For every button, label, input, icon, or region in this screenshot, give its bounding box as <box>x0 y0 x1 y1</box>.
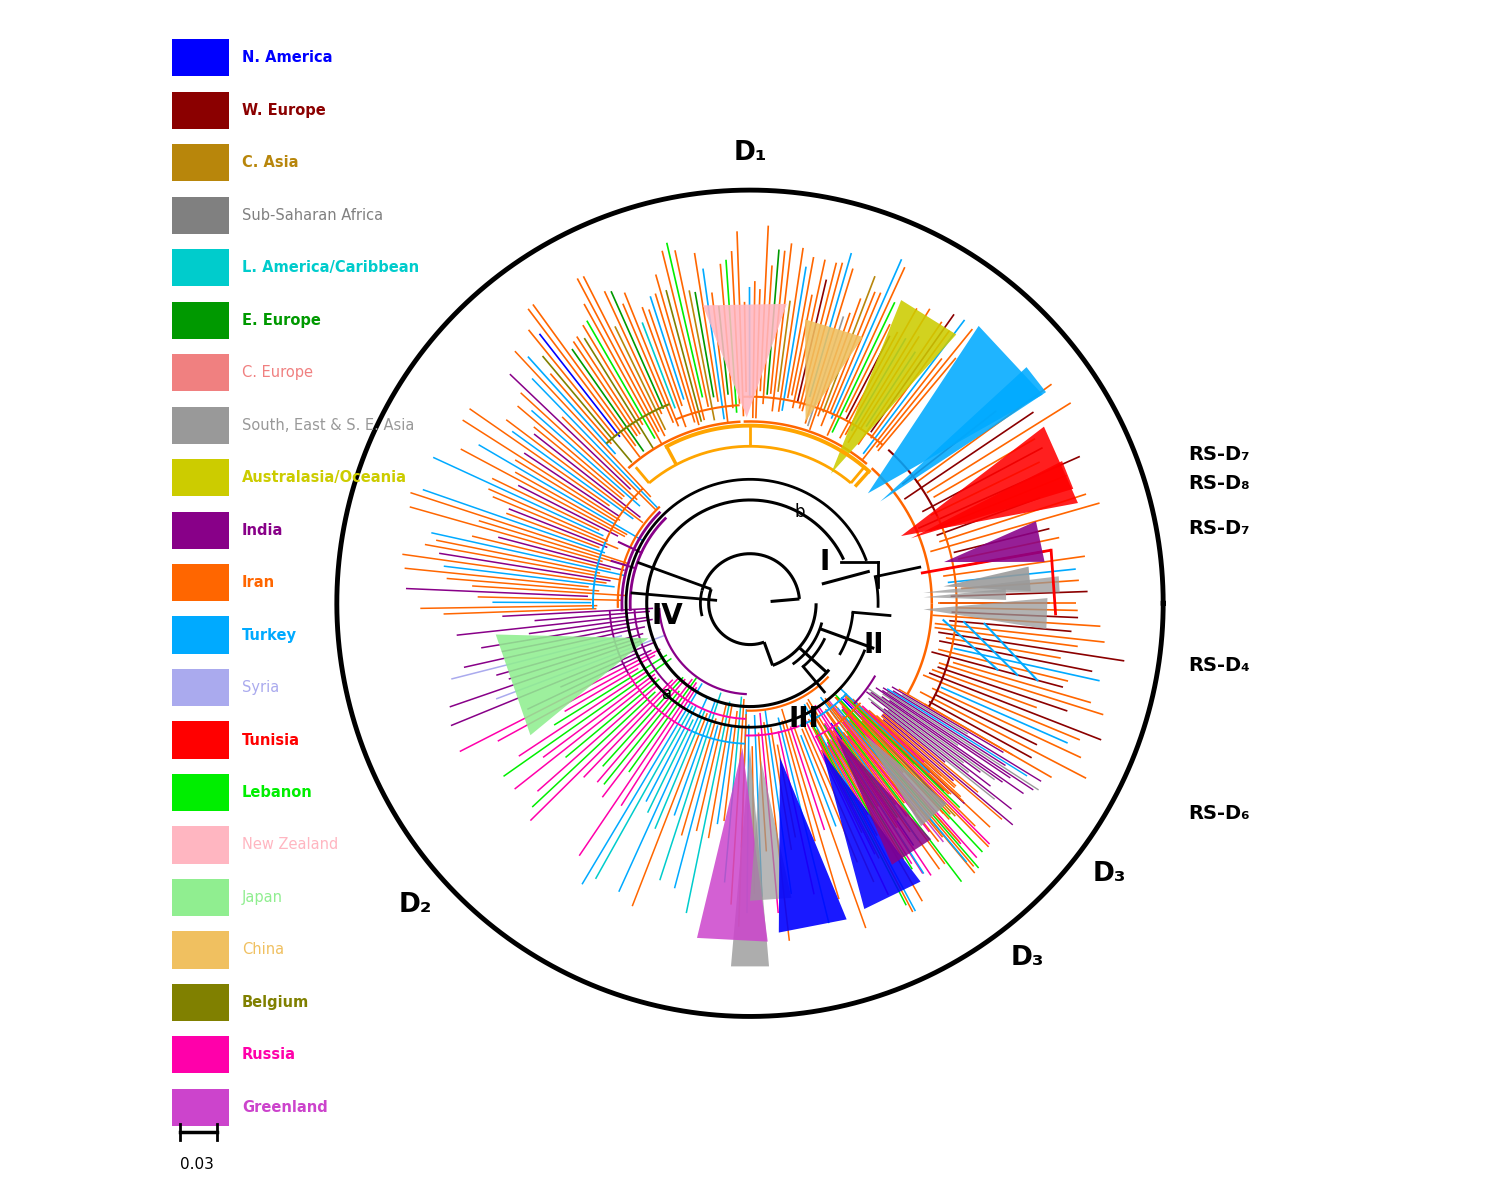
Text: b: b <box>795 504 806 521</box>
Text: Lebanon: Lebanon <box>242 785 312 800</box>
Text: D₂: D₂ <box>399 892 432 918</box>
Text: Australasia/Oceania: Australasia/Oceania <box>242 470 406 485</box>
Text: Russia: Russia <box>242 1048 296 1063</box>
FancyBboxPatch shape <box>171 617 230 653</box>
Polygon shape <box>944 521 1044 563</box>
Text: W. Europe: W. Europe <box>242 102 326 118</box>
Text: a: a <box>663 685 672 703</box>
FancyBboxPatch shape <box>171 301 230 339</box>
Polygon shape <box>864 734 946 826</box>
Text: D₃: D₃ <box>1094 862 1126 887</box>
Text: L. America/Caribbean: L. America/Caribbean <box>242 260 418 275</box>
FancyBboxPatch shape <box>171 669 230 706</box>
Text: N. America: N. America <box>242 51 333 66</box>
FancyBboxPatch shape <box>171 145 230 181</box>
FancyBboxPatch shape <box>171 1036 230 1073</box>
Text: III: III <box>789 705 819 733</box>
Text: China: China <box>242 943 284 957</box>
Polygon shape <box>880 367 1046 501</box>
Text: New Zealand: New Zealand <box>242 838 338 852</box>
Polygon shape <box>902 426 1078 536</box>
Polygon shape <box>924 598 1047 630</box>
FancyBboxPatch shape <box>171 459 230 497</box>
Polygon shape <box>836 734 932 865</box>
Text: D₃: D₃ <box>1011 945 1044 971</box>
FancyBboxPatch shape <box>171 722 230 759</box>
Text: India: India <box>242 523 284 538</box>
Text: IV: IV <box>651 601 682 630</box>
Text: RS-D₆: RS-D₆ <box>1188 805 1250 824</box>
Text: Japan: Japan <box>242 890 284 905</box>
FancyBboxPatch shape <box>171 1089 230 1126</box>
Text: I: I <box>819 548 830 576</box>
Polygon shape <box>822 752 921 909</box>
FancyBboxPatch shape <box>171 92 230 129</box>
Text: C. Europe: C. Europe <box>242 365 314 380</box>
Polygon shape <box>750 760 792 900</box>
Text: Greenland: Greenland <box>242 1099 327 1115</box>
Text: Syria: Syria <box>242 680 279 696</box>
Text: South, East & S. E. Asia: South, East & S. E. Asia <box>242 418 414 433</box>
Text: 0.03: 0.03 <box>180 1157 213 1172</box>
Text: Iran: Iran <box>242 576 274 590</box>
Text: Sub-Saharan Africa: Sub-Saharan Africa <box>242 208 382 222</box>
Text: II: II <box>864 631 883 659</box>
Polygon shape <box>698 747 768 942</box>
Polygon shape <box>922 577 1059 593</box>
FancyBboxPatch shape <box>171 879 230 916</box>
Polygon shape <box>868 326 1042 493</box>
FancyBboxPatch shape <box>171 931 230 969</box>
Polygon shape <box>910 461 1074 538</box>
Text: D₁: D₁ <box>734 140 766 166</box>
FancyBboxPatch shape <box>171 250 230 286</box>
Text: RS-D₇: RS-D₇ <box>1188 519 1250 538</box>
Polygon shape <box>944 566 1030 591</box>
Text: RS-D₈: RS-D₈ <box>1188 474 1250 493</box>
FancyBboxPatch shape <box>171 39 230 77</box>
Text: Belgium: Belgium <box>242 995 309 1010</box>
Polygon shape <box>704 304 788 418</box>
Polygon shape <box>730 747 770 966</box>
FancyBboxPatch shape <box>171 512 230 548</box>
FancyBboxPatch shape <box>171 354 230 391</box>
Polygon shape <box>778 758 846 932</box>
FancyBboxPatch shape <box>171 826 230 864</box>
FancyBboxPatch shape <box>171 984 230 1020</box>
Polygon shape <box>495 634 648 736</box>
Text: Tunisia: Tunisia <box>242 732 300 747</box>
Text: Turkey: Turkey <box>242 627 297 643</box>
FancyBboxPatch shape <box>171 564 230 601</box>
Polygon shape <box>806 319 862 421</box>
FancyBboxPatch shape <box>171 774 230 811</box>
Text: C. Asia: C. Asia <box>242 155 298 171</box>
Polygon shape <box>924 588 1007 600</box>
Text: RS-D₇: RS-D₇ <box>1188 445 1250 464</box>
Text: RS-D₄: RS-D₄ <box>1188 656 1250 674</box>
Text: E. Europe: E. Europe <box>242 313 321 327</box>
Polygon shape <box>831 300 957 473</box>
FancyBboxPatch shape <box>171 406 230 444</box>
FancyBboxPatch shape <box>171 197 230 234</box>
